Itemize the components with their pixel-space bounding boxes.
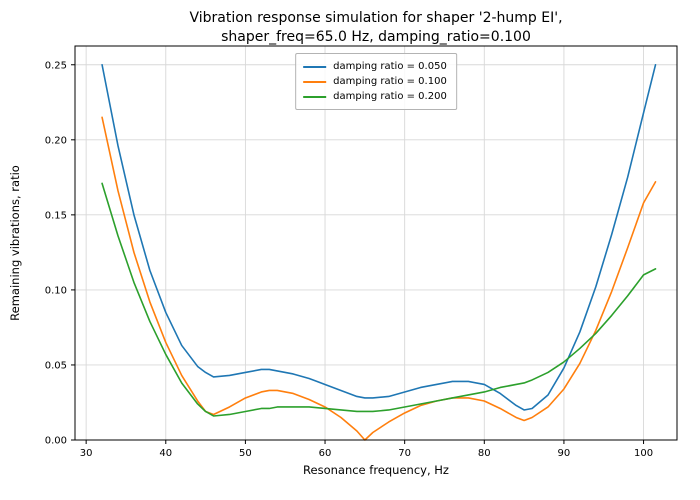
svg-text:40: 40 (159, 448, 172, 459)
chart-title-line2: shaper_freq=65.0 Hz, damping_ratio=0.100 (221, 28, 531, 45)
legend-label: damping ratio = 0.200 (333, 91, 447, 102)
svg-text:0.15: 0.15 (45, 210, 67, 221)
y-axis-label: Remaining vibrations, ratio (8, 165, 22, 321)
series-line-2 (101, 182, 657, 417)
svg-text:0.25: 0.25 (45, 60, 67, 71)
legend-label: damping ratio = 0.050 (333, 61, 447, 72)
svg-text:0.20: 0.20 (45, 135, 67, 146)
svg-text:0.10: 0.10 (45, 285, 67, 296)
legend-item: damping ratio = 0.100 (303, 74, 447, 89)
legend-swatch-1 (303, 80, 327, 83)
legend-label: damping ratio = 0.100 (333, 76, 447, 87)
tick-labels: 30 40 50 60 70 80 90 100 0.00 0.05 0.10 0.15 0.20 0.2… (45, 60, 653, 459)
x-axis-label: Resonance frequency, Hz (303, 463, 449, 477)
svg-text:100: 100 (634, 448, 653, 459)
series-line-0 (101, 63, 657, 411)
chart-title-line1: Vibration response simulation for shaper… (189, 10, 563, 26)
legend-swatch-2 (303, 95, 327, 98)
axes-frame (74, 45, 678, 441)
legend: damping ratio = 0.050 damping ratio = 0.… (295, 53, 457, 110)
svg-text:60: 60 (319, 448, 332, 459)
legend-swatch-0 (303, 65, 327, 68)
svg-text:50: 50 (239, 448, 252, 459)
svg-text:70: 70 (398, 448, 411, 459)
svg-text:0.05: 0.05 (45, 360, 67, 371)
chart-title: Vibration response simulation for shaper… (75, 9, 677, 47)
svg-text:0.00: 0.00 (45, 436, 67, 447)
legend-item: damping ratio = 0.200 (303, 89, 447, 104)
svg-text:30: 30 (80, 448, 93, 459)
svg-text:90: 90 (558, 448, 571, 459)
legend-item: damping ratio = 0.050 (303, 59, 447, 74)
series-line-1 (101, 116, 657, 441)
svg-text:80: 80 (478, 448, 491, 459)
